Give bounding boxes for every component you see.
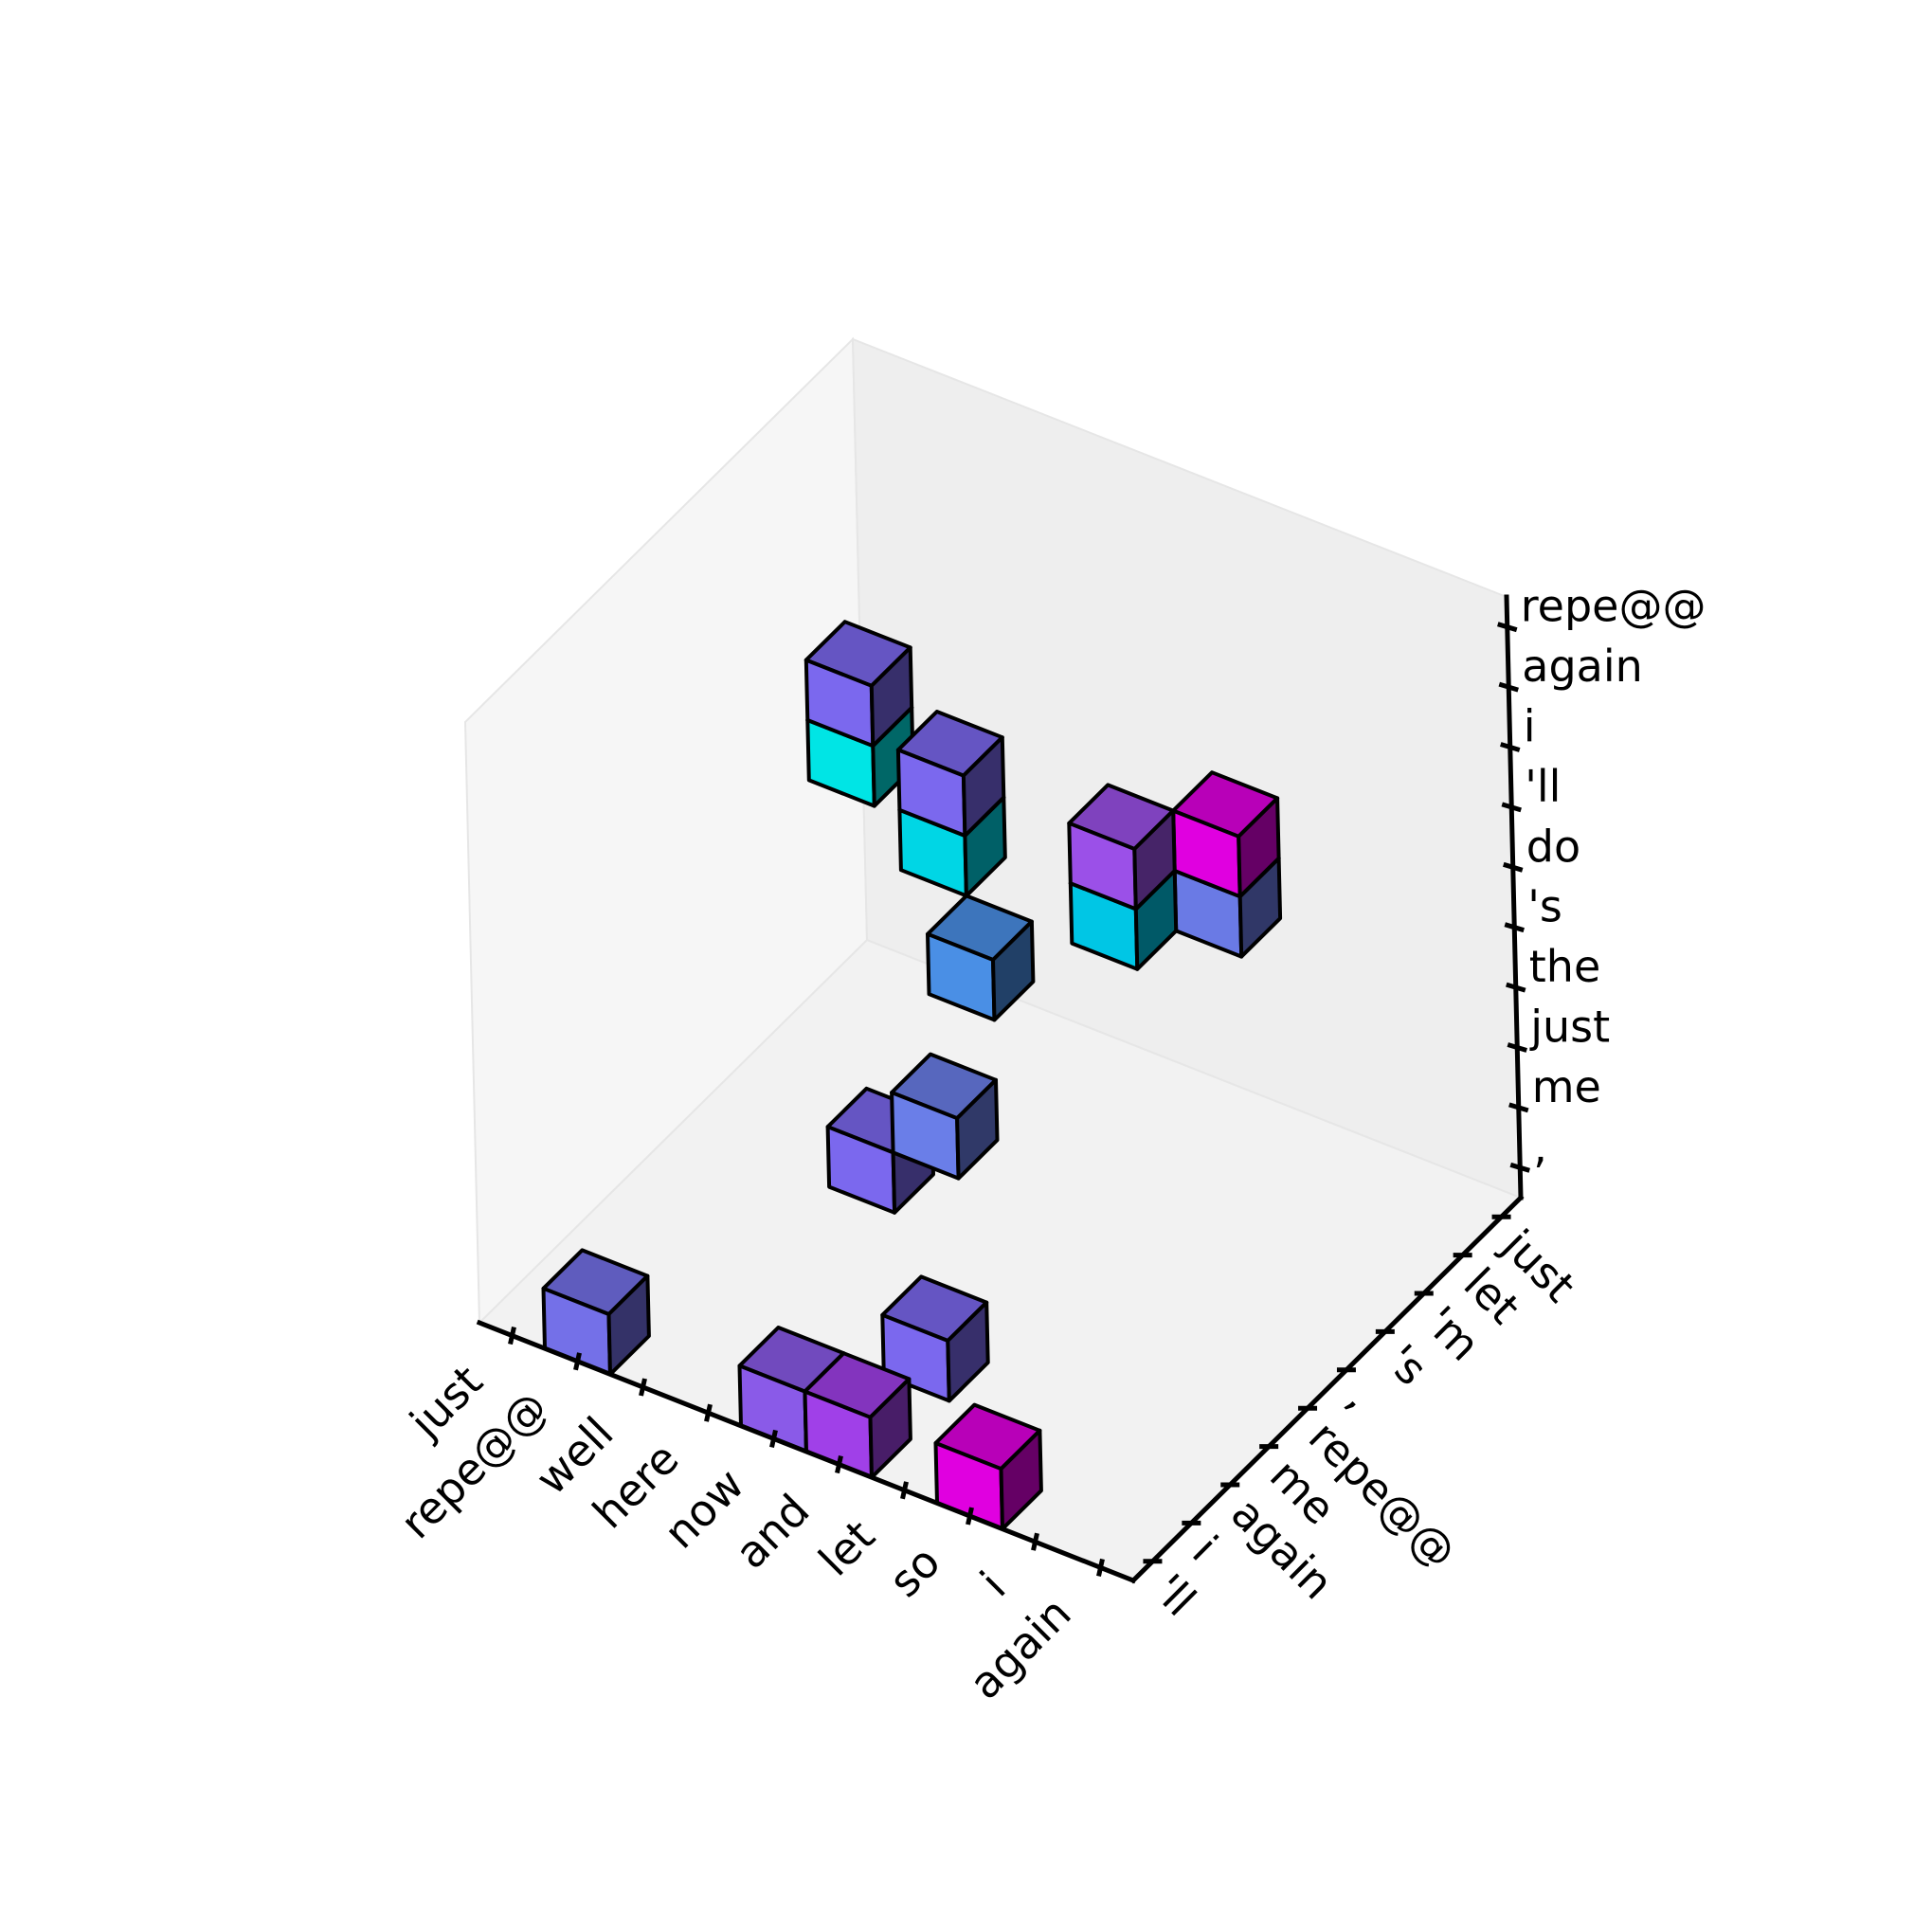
x-tick <box>769 1429 778 1448</box>
voxel <box>890 1052 1000 1181</box>
z-tick-label: repe@@ <box>1521 581 1706 632</box>
voxel-side-face <box>606 1273 651 1377</box>
y-tick-label: , <box>1338 1373 1384 1419</box>
z-tick-label: 'll <box>1525 761 1561 812</box>
z-tick <box>1498 681 1519 693</box>
x-tick <box>639 1378 647 1397</box>
x-tick <box>573 1352 582 1371</box>
x-tick <box>835 1455 843 1474</box>
z-tick <box>1500 742 1521 752</box>
voxel-side-face <box>955 1077 1000 1181</box>
z-tick-label: 's <box>1527 881 1562 932</box>
voxel-side-face <box>991 919 1036 1022</box>
x-tick-label: let <box>809 1510 885 1586</box>
z-tick <box>1501 802 1522 813</box>
voxel-side-face <box>869 645 914 749</box>
z-tick <box>1503 861 1524 873</box>
z-tick <box>1509 1162 1530 1173</box>
z-tick-label: just <box>1529 1002 1610 1053</box>
z-tick-label: me <box>1532 1061 1601 1112</box>
x-tick-label: again <box>959 1587 1080 1708</box>
voxel-side-face <box>946 1300 990 1403</box>
x-tick <box>508 1327 516 1345</box>
z-axis-line <box>1504 594 1524 1201</box>
z-tick-label: , <box>1533 1121 1547 1172</box>
x-tick <box>900 1481 909 1500</box>
z-tick-label: the <box>1529 941 1601 992</box>
x-tick <box>704 1403 713 1422</box>
voxel-side-face <box>1132 808 1177 912</box>
voxel-side-face <box>868 1377 912 1480</box>
x-tick <box>1096 1558 1105 1577</box>
voxel-side-face <box>999 1428 1043 1531</box>
z-tick <box>1504 922 1525 933</box>
voxel <box>926 894 1036 1022</box>
y-axis-line <box>1129 1194 1525 1584</box>
z-tick <box>1508 1102 1529 1113</box>
z-tick <box>1497 622 1518 633</box>
x-tick-label: so <box>879 1536 950 1607</box>
x-tick <box>1031 1532 1039 1551</box>
voxel-side-face <box>961 735 1006 838</box>
y-tick-label: 'll <box>1144 1564 1205 1626</box>
voxels <box>541 620 1283 1531</box>
voxel-side-face <box>1237 796 1281 899</box>
z-tick <box>1507 1042 1527 1053</box>
x-tick-label: i <box>970 1562 1015 1606</box>
z-tick-label: again <box>1522 641 1643 692</box>
voxel <box>1067 783 1177 912</box>
voxel <box>803 620 914 749</box>
y-tick-label: i <box>1183 1526 1227 1570</box>
x-tick <box>966 1507 974 1526</box>
voxel <box>1171 770 1281 899</box>
z-tick-label: i <box>1524 701 1536 752</box>
voxel <box>895 710 1006 838</box>
z-tick <box>1506 982 1526 993</box>
x-axis-line <box>476 1319 1137 1584</box>
z-tick-label: do <box>1526 821 1580 872</box>
